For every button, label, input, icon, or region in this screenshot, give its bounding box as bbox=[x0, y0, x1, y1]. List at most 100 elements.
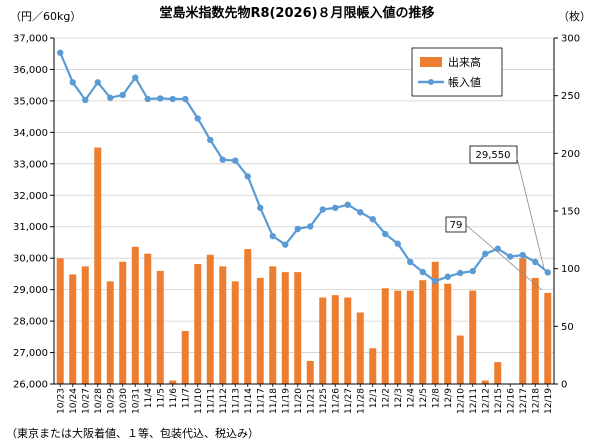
price-point bbox=[269, 232, 276, 240]
price-point bbox=[494, 245, 501, 252]
x-tick-label: 11/18 bbox=[269, 388, 279, 414]
price-line-path bbox=[59, 52, 549, 283]
volume-bar bbox=[169, 380, 177, 384]
volume-bar bbox=[481, 380, 489, 384]
price-point bbox=[357, 209, 364, 216]
volume-bar bbox=[369, 348, 377, 384]
price-point bbox=[457, 269, 464, 277]
legend-marker-price bbox=[428, 79, 434, 85]
volume-bar bbox=[144, 253, 152, 384]
price-point bbox=[57, 49, 64, 56]
price-point bbox=[282, 241, 289, 248]
x-tick-label: 11/6 bbox=[169, 388, 179, 408]
x-tick-label: 10/23 bbox=[56, 388, 66, 414]
price-point bbox=[119, 91, 126, 99]
x-tick-label: 11/10 bbox=[194, 388, 204, 414]
volume-bar bbox=[394, 290, 402, 384]
callout-price-text: 29,550 bbox=[476, 150, 511, 161]
right-tick-label: 200 bbox=[561, 149, 580, 160]
x-tick-label: 12/1 bbox=[369, 388, 379, 408]
callout-volume-leader bbox=[465, 224, 543, 291]
right-tick-label: 50 bbox=[561, 322, 574, 333]
x-tick-label: 12/2 bbox=[381, 388, 391, 408]
volume-bar bbox=[469, 290, 477, 384]
price-point bbox=[182, 95, 189, 103]
volume-bar bbox=[269, 266, 277, 384]
left-axis-label: （円／60kg） bbox=[10, 10, 81, 23]
x-tick-label: 11/25 bbox=[319, 388, 329, 414]
volume-bar bbox=[281, 272, 289, 384]
x-tick-label: 12/5 bbox=[419, 388, 429, 408]
volume-bar bbox=[356, 312, 364, 384]
x-tick-label: 10/27 bbox=[81, 388, 91, 414]
x-tick-label: 12/18 bbox=[531, 388, 541, 414]
volume-bar bbox=[444, 283, 452, 384]
volume-bar bbox=[181, 330, 189, 384]
price-point bbox=[244, 173, 251, 180]
price-line bbox=[57, 49, 551, 285]
price-point bbox=[319, 206, 326, 213]
price-point bbox=[82, 96, 89, 104]
volume-bar bbox=[381, 288, 389, 384]
left-tick-label: 36,000 bbox=[13, 65, 48, 76]
volume-bar bbox=[244, 249, 252, 384]
x-tick-label: 11/21 bbox=[306, 388, 316, 414]
axes bbox=[50, 37, 558, 387]
price-point bbox=[307, 223, 314, 230]
x-tick-label: 10/28 bbox=[94, 388, 104, 414]
x-tick-label: 12/3 bbox=[394, 388, 404, 408]
price-point bbox=[394, 240, 401, 247]
volume-bar bbox=[56, 258, 64, 384]
price-point bbox=[144, 95, 151, 103]
chart-title: 堂島米指数先物R8(2026)８月限帳入値の推移 bbox=[159, 5, 434, 21]
x-tick-label: 10/31 bbox=[131, 388, 141, 414]
volume-bar bbox=[231, 281, 239, 384]
left-tick-label: 32,000 bbox=[13, 191, 48, 202]
price-point bbox=[219, 156, 226, 163]
callout-volume: 79 bbox=[445, 216, 543, 291]
price-point bbox=[232, 157, 239, 164]
volume-bar bbox=[294, 272, 302, 384]
price-point bbox=[257, 204, 264, 212]
price-point bbox=[407, 258, 414, 266]
volume-bar bbox=[94, 147, 102, 384]
x-tick-label: 12/12 bbox=[481, 388, 491, 414]
x-tick-label: 11/7 bbox=[181, 388, 191, 408]
right-tick-label: 0 bbox=[561, 380, 567, 391]
x-tick-label: 10/30 bbox=[119, 388, 129, 414]
legend-swatch-volume bbox=[420, 57, 442, 67]
legend-box bbox=[411, 47, 503, 97]
price-point bbox=[432, 277, 439, 285]
left-tick-label: 35,000 bbox=[13, 96, 48, 107]
x-tick-label: 11/28 bbox=[356, 388, 366, 414]
volume-bar bbox=[494, 362, 502, 384]
left-tick-label: 26,000 bbox=[13, 380, 48, 391]
volume-bar bbox=[456, 335, 464, 384]
left-tick-label: 27,000 bbox=[13, 348, 48, 359]
footnote: （東京または大阪着値、１等、包装代込、税込み） bbox=[6, 426, 259, 440]
callout-volume-text: 79 bbox=[450, 220, 463, 231]
volume-bar bbox=[331, 295, 339, 384]
x-tick-labels: 10/23 10/24 10/27 10/28 10/29 10/30 10/31 11/4 1… bbox=[56, 388, 554, 414]
price-point bbox=[544, 269, 551, 276]
right-tick-labels: 0 50 100 150 200 250 300 bbox=[561, 34, 580, 391]
price-point bbox=[157, 95, 164, 102]
left-tick-label: 37,000 bbox=[13, 34, 48, 45]
price-point bbox=[369, 215, 376, 223]
x-tick-label: 11/11 bbox=[206, 388, 216, 414]
volume-bar bbox=[219, 266, 227, 384]
volume-bar bbox=[106, 281, 114, 384]
price-point bbox=[69, 79, 76, 86]
x-tick-label: 12/4 bbox=[406, 388, 416, 408]
left-tick-label: 28,000 bbox=[13, 317, 48, 328]
volume-bar bbox=[194, 264, 202, 384]
price-point bbox=[419, 268, 426, 276]
volume-bar bbox=[119, 261, 127, 384]
x-tick-label: 11/20 bbox=[294, 388, 304, 414]
left-tick-label: 34,000 bbox=[13, 128, 48, 139]
volume-bar bbox=[319, 297, 327, 384]
left-tick-labels: 26,000 27,000 28,000 29,000 30,000 31,000 32,0… bbox=[13, 34, 48, 391]
legend: 出来高 帳入値 bbox=[411, 47, 503, 97]
x-tick-label: 12/10 bbox=[456, 388, 466, 414]
